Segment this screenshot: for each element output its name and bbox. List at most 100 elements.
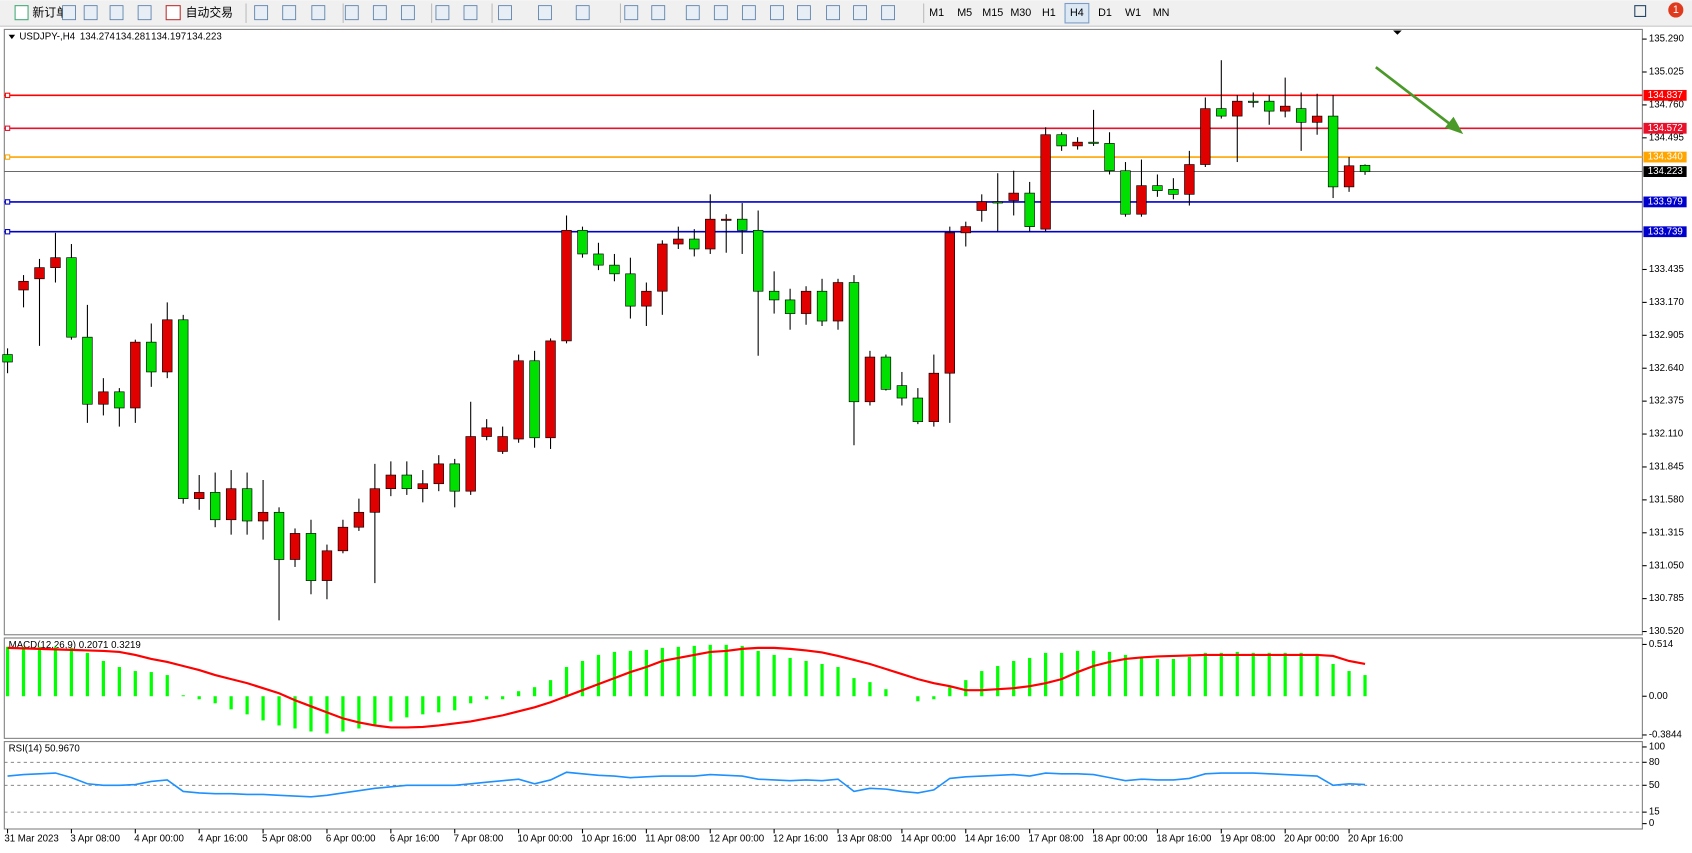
level-handle	[4, 125, 11, 131]
y-tick-label: 134.760	[1649, 99, 1685, 110]
new-order-icon[interactable]	[14, 5, 29, 21]
candle-body	[784, 299, 796, 314]
toolbar-icon[interactable]	[372, 5, 387, 21]
toolbar-icon[interactable]	[881, 5, 895, 21]
candle-body	[577, 230, 588, 255]
candle-body	[449, 463, 460, 492]
toolbar-icon[interactable]	[853, 5, 867, 21]
x-tick-label: 4 Apr 00:00	[134, 833, 184, 844]
search-icon[interactable]	[1634, 5, 1647, 17]
timeframe-button[interactable]: M1	[929, 7, 944, 19]
timeframe-button[interactable]: D1	[1098, 7, 1112, 19]
auto-trading-button[interactable]: 自动交易	[186, 5, 233, 19]
y-tick-label: 132.375	[1649, 396, 1684, 407]
toolbar-icon[interactable]	[62, 5, 76, 21]
timeframe-button[interactable]: MN	[1153, 7, 1170, 19]
x-tick-label: 31 Mar 2023	[4, 833, 58, 844]
timeframe-button[interactable]: M30	[1010, 7, 1031, 19]
notification-badge[interactable]	[1668, 2, 1684, 18]
candle-body	[178, 319, 189, 499]
timeframe-button[interactable]: M15	[982, 7, 1003, 19]
new-order-button[interactable]: 新订单	[32, 5, 68, 19]
candle-body	[593, 253, 604, 266]
y-tick-label: 0.00	[1649, 691, 1668, 702]
level-price-box	[1643, 196, 1687, 208]
candle-body	[353, 511, 365, 528]
toolbar-icon[interactable]	[826, 5, 840, 21]
shift-marker	[1393, 30, 1402, 35]
y-tick-label: 80	[1649, 757, 1660, 768]
timeframe-button[interactable]: H4	[1070, 7, 1084, 19]
indicator-title: RSI(14) 50.9670	[9, 744, 81, 755]
candle-body	[545, 340, 556, 439]
toolbar-icon[interactable]	[797, 5, 811, 21]
y-tick-label: 132.640	[1649, 363, 1685, 374]
candle-body	[2, 354, 13, 363]
y-tick-label: 131.315	[1649, 527, 1684, 538]
level-price-box	[1643, 89, 1687, 101]
toolbar-icon[interactable]	[83, 5, 98, 21]
toolbar-icon[interactable]	[400, 5, 415, 21]
x-tick-label: 19 Apr 08:00	[1220, 833, 1276, 844]
candle-body	[497, 436, 508, 452]
toolbar-icon[interactable]	[254, 5, 269, 21]
candle-body	[737, 218, 748, 231]
level-price-label: 134.340	[1648, 152, 1684, 163]
toolbar-icon[interactable]	[685, 5, 700, 21]
current-price-box	[1643, 166, 1687, 178]
x-tick-label: 20 Apr 00:00	[1284, 833, 1340, 844]
symbol-menu-arrow[interactable]	[8, 34, 16, 40]
candle-body	[66, 257, 77, 338]
candle-body	[625, 273, 636, 307]
level-price-box	[1643, 151, 1687, 163]
candle-body	[130, 341, 141, 409]
timeframe-button[interactable]: H1	[1042, 7, 1056, 19]
candle-body	[1040, 134, 1051, 230]
candle-body	[657, 243, 668, 292]
auto-trading-icon[interactable]	[165, 5, 181, 21]
candle-body	[561, 230, 572, 342]
timeframe-button[interactable]: M5	[957, 7, 972, 19]
timeframe-button[interactable]: W1	[1125, 7, 1141, 19]
candle-body	[225, 488, 237, 521]
toolbar-icon[interactable]	[770, 5, 784, 21]
candle-body	[305, 533, 317, 581]
candle-body	[928, 372, 940, 422]
toolbar-icon[interactable]	[435, 5, 450, 21]
toolbar-icon[interactable]	[137, 5, 152, 21]
y-tick-label: 130.785	[1649, 593, 1684, 604]
candle-body	[1008, 192, 1019, 201]
y-tick-label: 134.495	[1649, 132, 1684, 143]
toolbar-icon[interactable]	[344, 5, 359, 21]
toolbar-icon[interactable]	[651, 5, 666, 21]
candle-body	[864, 356, 876, 403]
toolbar-icon[interactable]	[311, 5, 326, 21]
toolbar-icon[interactable]	[109, 5, 124, 21]
candle-body	[98, 391, 109, 405]
level-price-label: 133.739	[1648, 226, 1683, 237]
candle-body	[50, 257, 61, 268]
price-panel	[3, 28, 1643, 636]
y-tick-label: 0.514	[1649, 639, 1674, 650]
toolbar-icon[interactable]	[463, 5, 478, 21]
candle-body	[289, 533, 301, 560]
toolbar-icon[interactable]	[713, 5, 728, 21]
level-handle	[4, 92, 11, 99]
toolbar-icon[interactable]	[282, 5, 297, 21]
candle-body	[960, 226, 971, 234]
toolbar-icon[interactable]	[741, 5, 756, 21]
toolbar-icon[interactable]	[538, 5, 552, 21]
candle-body	[433, 463, 444, 485]
toolbar-icon[interactable]	[575, 5, 590, 21]
candle-body	[257, 511, 269, 522]
candle-body	[1264, 100, 1275, 112]
y-tick-label: 15	[1649, 807, 1660, 818]
x-tick-label: 6 Apr 16:00	[390, 833, 440, 844]
toolbar-icon[interactable]	[624, 5, 639, 21]
candle-body	[944, 232, 955, 374]
header-high: 134.281	[115, 32, 150, 43]
toolbar-icon[interactable]	[498, 5, 512, 21]
x-tick-label: 18 Apr 16:00	[1156, 833, 1212, 844]
plot-layer: 135.290 135.025 134.760 134.495 133.435 133.1…	[2, 32, 1687, 844]
